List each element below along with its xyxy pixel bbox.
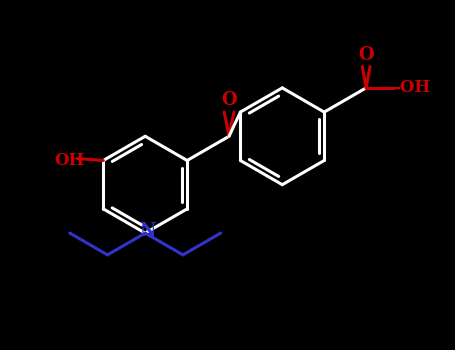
Text: O: O (221, 91, 237, 110)
Text: O: O (359, 46, 374, 64)
Text: OH: OH (54, 152, 85, 169)
Text: N: N (139, 222, 156, 240)
Text: -OH: -OH (393, 79, 430, 96)
